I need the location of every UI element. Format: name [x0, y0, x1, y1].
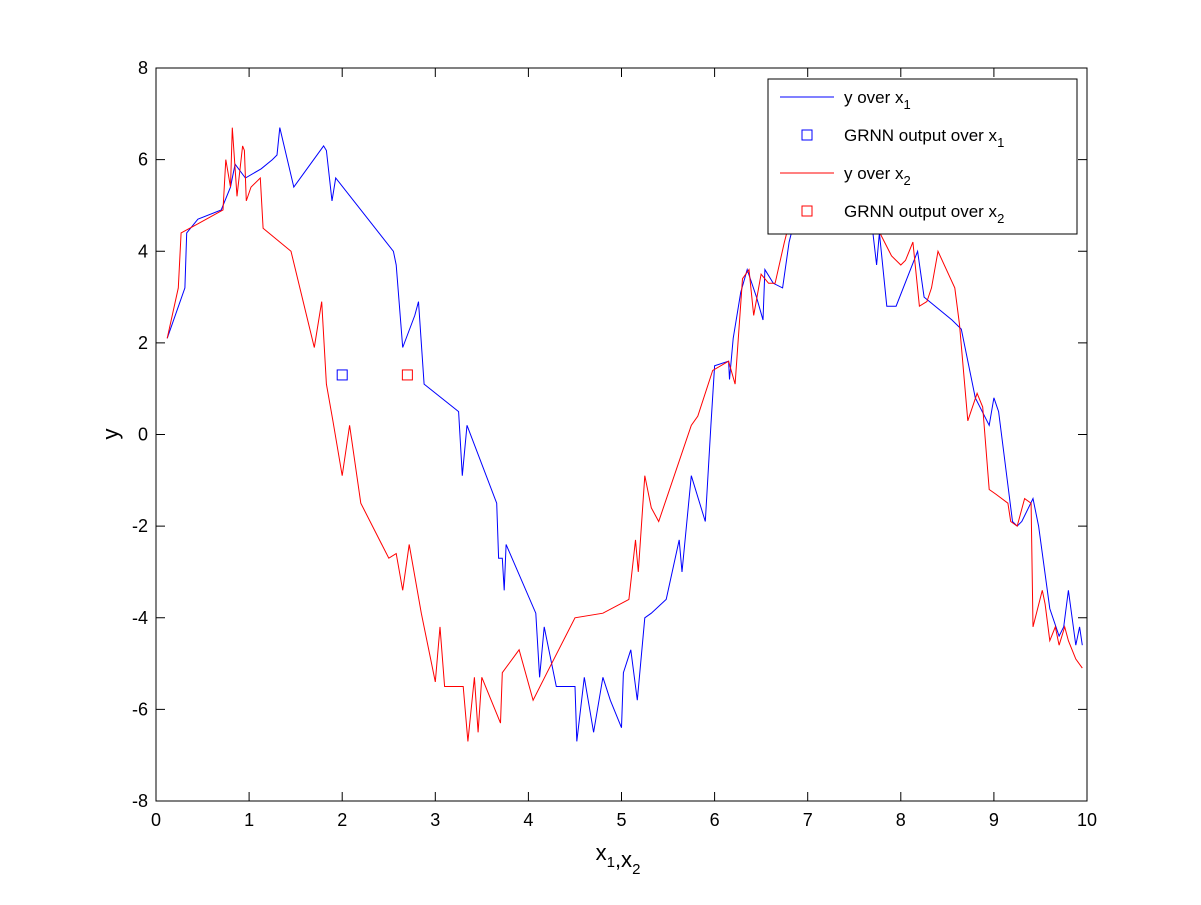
x-axis-label-part: ,x: [615, 847, 632, 872]
y-tick-label: 2: [138, 333, 148, 353]
x-tick-label: 10: [1077, 810, 1097, 830]
legend-entry-label: GRNN output over x2: [844, 202, 1004, 226]
x-tick-label: 5: [616, 810, 626, 830]
y-tick-label: 4: [138, 241, 148, 261]
legend-entry-label: y over x2: [844, 164, 911, 188]
grnn-output-marker: [336, 369, 348, 381]
legend-box: [767, 78, 1078, 235]
x-tick-label: 9: [989, 810, 999, 830]
legend: y over x1 GRNN output over x1 y over x2 GRN…: [767, 78, 1078, 235]
x-tick-label: 4: [523, 810, 533, 830]
y-axis-label: y: [98, 429, 123, 440]
x-axis-label: x1,x2: [596, 840, 641, 878]
x-tick-label: 1: [244, 810, 254, 830]
y-tick-label: 6: [138, 150, 148, 170]
y-tick-label: 8: [138, 58, 148, 78]
grnn-output-marker: [401, 369, 413, 381]
legend-entry-label: y over x1: [844, 88, 911, 112]
y-tick-label: -4: [132, 608, 148, 628]
legend-entry-label: GRNN output over x1: [844, 126, 1004, 150]
legend-marker-sample: [801, 129, 813, 141]
x-axis-label-subscript: 2: [632, 861, 640, 878]
y-tick-label: -2: [132, 516, 148, 536]
x-tick-label: 3: [430, 810, 440, 830]
x-axis-label-subscript: 1: [607, 854, 615, 871]
series-markers: [336, 369, 413, 381]
series-line-2: [166, 127, 1083, 742]
x-tick-label: 2: [337, 810, 347, 830]
y-tick-label: -6: [132, 699, 148, 719]
x-tick-label: 7: [803, 810, 813, 830]
legend-marker-sample: [801, 205, 813, 217]
y-tick-label: 0: [138, 425, 148, 445]
x-axis-label-part: x: [596, 840, 607, 865]
series-lines: [166, 127, 1083, 742]
x-tick-label: 6: [710, 810, 720, 830]
axis-ticks: 0 1 2 3 4 5 6 7 8 9 10 -8 -6 -4 -2 0 2 4 6 8: [132, 58, 1097, 830]
x-tick-label: 8: [896, 810, 906, 830]
y-tick-label: -8: [132, 791, 148, 811]
series-line-1: [166, 127, 1083, 742]
x-tick-label: 0: [151, 810, 161, 830]
